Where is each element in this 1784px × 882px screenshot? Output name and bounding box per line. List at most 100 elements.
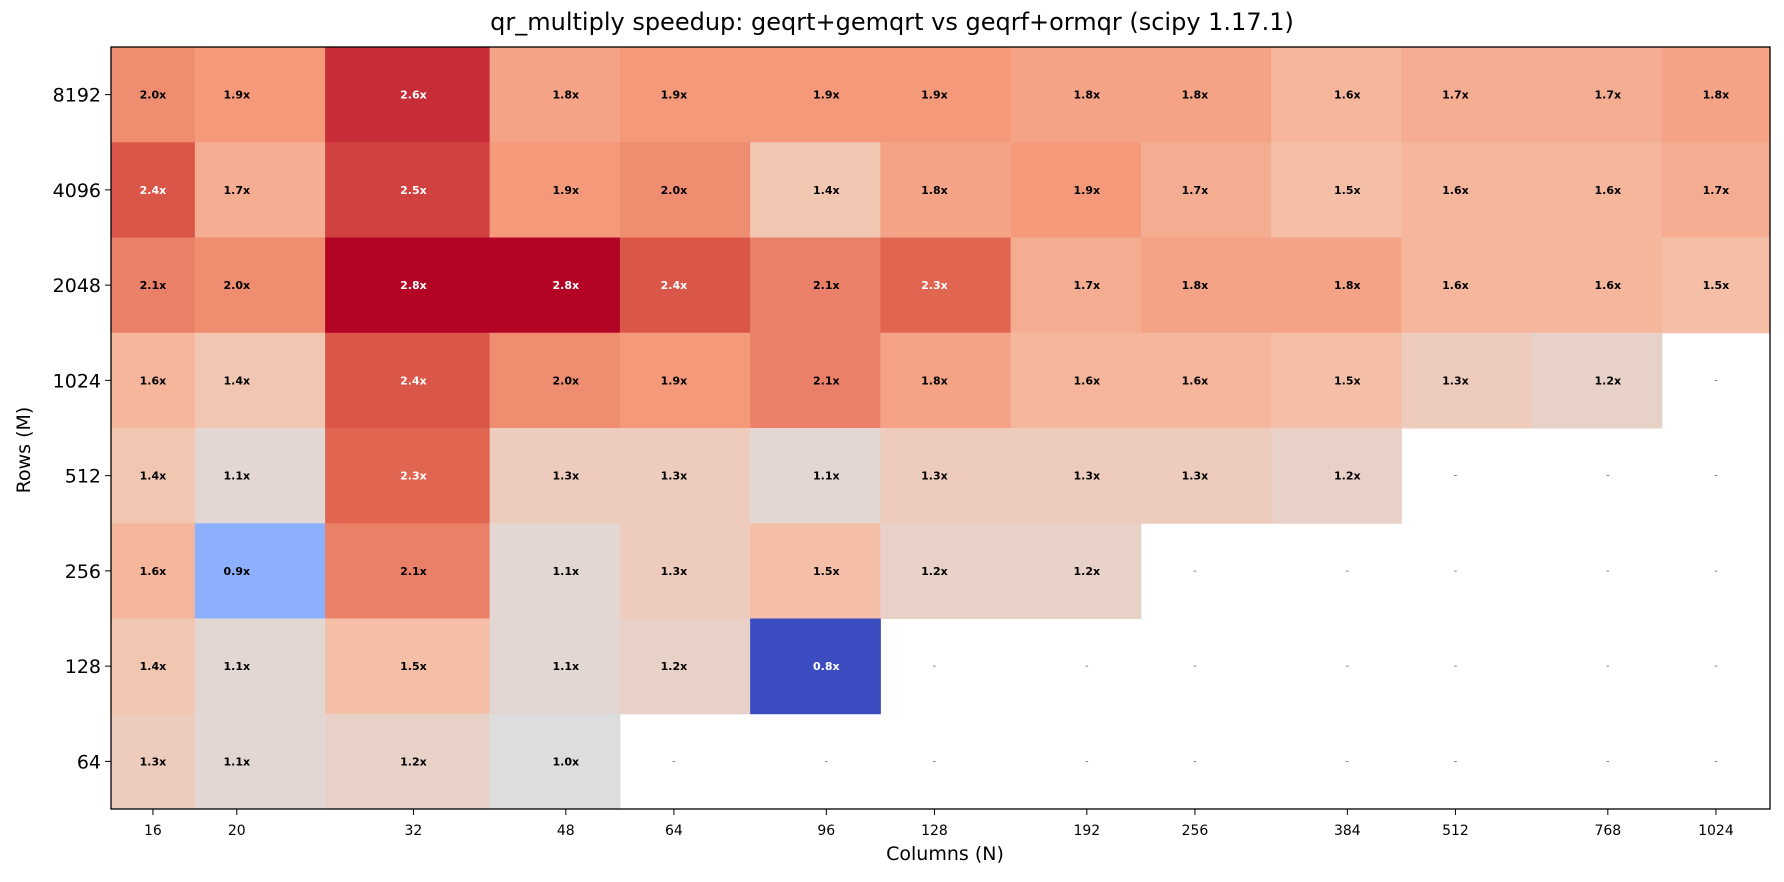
cell-value-label: 2.0x	[661, 184, 688, 197]
cell-missing-label: -	[1193, 661, 1197, 672]
cell-value-label: 1.9x	[921, 89, 948, 102]
heatmap-cell	[1531, 47, 1663, 143]
cell-value-label: 1.6x	[1442, 279, 1469, 292]
chart-title: qr_multiply speedup: geqrt+gemqrt vs geq…	[490, 8, 1294, 36]
cell-value-label: 1.2x	[1334, 470, 1361, 483]
y-tick-label: 1024	[53, 370, 101, 392]
heatmap-cell	[619, 142, 751, 238]
heatmap-cell	[1661, 47, 1771, 143]
x-tick-label: 20	[228, 823, 246, 839]
x-tick-label: 192	[1073, 823, 1100, 839]
cell-value-label: 1.8x	[1703, 89, 1730, 102]
x-tick-label: 512	[1442, 823, 1469, 839]
heatmap-cell	[325, 332, 491, 429]
cell-value-label: 1.1x	[553, 565, 580, 578]
heatmap-cell	[1401, 332, 1533, 429]
heatmap-cell	[489, 713, 621, 810]
heatmap-cell	[1661, 237, 1771, 334]
cell-missing-label: -	[1714, 375, 1718, 386]
cell-value-label: 1.1x	[223, 660, 250, 673]
cell-value-label: 1.9x	[661, 89, 688, 102]
cell-value-label: 0.8x	[813, 660, 840, 673]
cell-value-label: 1.3x	[661, 470, 688, 483]
cell-value-label: 2.8x	[400, 279, 427, 292]
heatmap-cell	[325, 428, 491, 524]
heatmap-cell	[880, 142, 1012, 238]
heatmap-cell	[1401, 47, 1533, 143]
heatmap-cell	[111, 47, 196, 143]
heatmap-cell	[111, 618, 196, 715]
y-tick-label: 512	[65, 466, 101, 488]
cell-value-label: 2.6x	[400, 89, 427, 102]
heatmap-cell	[750, 47, 881, 143]
heatmap-cell	[489, 237, 621, 334]
heatmap-cell	[1010, 523, 1142, 619]
heatmap-cell	[111, 142, 196, 238]
cell-value-label: 1.8x	[921, 374, 948, 387]
heatmap-cell	[194, 237, 326, 334]
heatmap-cell	[1271, 332, 1402, 429]
cell-value-label: 1.8x	[1182, 279, 1209, 292]
x-tick-label: 1024	[1698, 823, 1734, 839]
cell-value-label: 1.2x	[400, 755, 427, 768]
heatmap-cell	[880, 523, 1012, 619]
cell-value-label: 1.8x	[1182, 89, 1209, 102]
heatmap-cell	[111, 428, 196, 524]
cell-value-label: 1.5x	[1703, 279, 1730, 292]
y-tick-label: 2048	[53, 275, 101, 297]
heatmap-cell	[111, 332, 196, 429]
heatmap-cell	[1010, 332, 1142, 429]
heatmap-cell	[325, 618, 491, 715]
heatmap-cell	[1271, 47, 1402, 143]
cell-missing-label: -	[933, 661, 937, 672]
cell-missing-label: -	[1346, 566, 1350, 577]
x-tick-label: 96	[817, 823, 835, 839]
heatmap-cell	[750, 142, 881, 238]
x-tick-label: 384	[1334, 823, 1361, 839]
heatmap-cell	[325, 47, 491, 143]
cell-value-label: 1.1x	[223, 470, 250, 483]
cell-value-label: 2.1x	[813, 374, 840, 387]
cell-value-label: 1.6x	[1595, 184, 1622, 197]
x-tick-label: 768	[1594, 823, 1621, 839]
y-tick-label: 256	[65, 561, 101, 583]
y-tick-label: 128	[65, 656, 101, 678]
heatmap-cell	[1531, 332, 1663, 429]
heatmap-cell	[489, 332, 621, 429]
cell-value-label: 1.3x	[1074, 470, 1101, 483]
cell-value-label: 1.4x	[140, 660, 167, 673]
heatmap-cell	[1140, 428, 1272, 524]
heatmap-cell	[750, 618, 881, 715]
heatmap-cell	[111, 523, 196, 619]
cell-value-label: 1.9x	[223, 89, 250, 102]
x-tick-label: 128	[921, 823, 948, 839]
y-tick-label: 8192	[53, 85, 101, 107]
heatmap-cell	[111, 713, 196, 810]
cell-value-label: 1.7x	[1074, 279, 1101, 292]
cell-missing-label: -	[825, 756, 829, 767]
cell-value-label: 1.3x	[921, 470, 948, 483]
cell-value-label: 1.9x	[813, 89, 840, 102]
cell-value-label: 1.5x	[400, 660, 427, 673]
cell-value-label: 2.0x	[140, 89, 167, 102]
cell-value-label: 2.3x	[921, 279, 948, 292]
cell-value-label: 1.7x	[1703, 184, 1730, 197]
cell-value-label: 1.5x	[813, 565, 840, 578]
heatmap-cell	[194, 142, 326, 238]
cell-missing-label: -	[1714, 566, 1718, 577]
cell-value-label: 1.7x	[223, 184, 250, 197]
cell-value-label: 1.3x	[1442, 374, 1469, 387]
plot-frame	[110, 46, 1771, 810]
heatmap-cell	[880, 237, 1012, 334]
heatmap-cell	[880, 428, 1012, 524]
cell-value-label: 1.3x	[553, 470, 580, 483]
cell-missing-label: -	[1606, 661, 1610, 672]
heatmap-cell	[619, 618, 751, 715]
heatmap-cell	[1531, 142, 1663, 238]
heatmap-cell	[1271, 237, 1402, 334]
cell-value-label: 1.1x	[223, 755, 250, 768]
heatmap-cell	[325, 713, 491, 810]
cell-value-label: 1.6x	[1182, 374, 1209, 387]
heatmap-cell	[1010, 142, 1142, 238]
cell-value-label: 1.6x	[140, 374, 167, 387]
